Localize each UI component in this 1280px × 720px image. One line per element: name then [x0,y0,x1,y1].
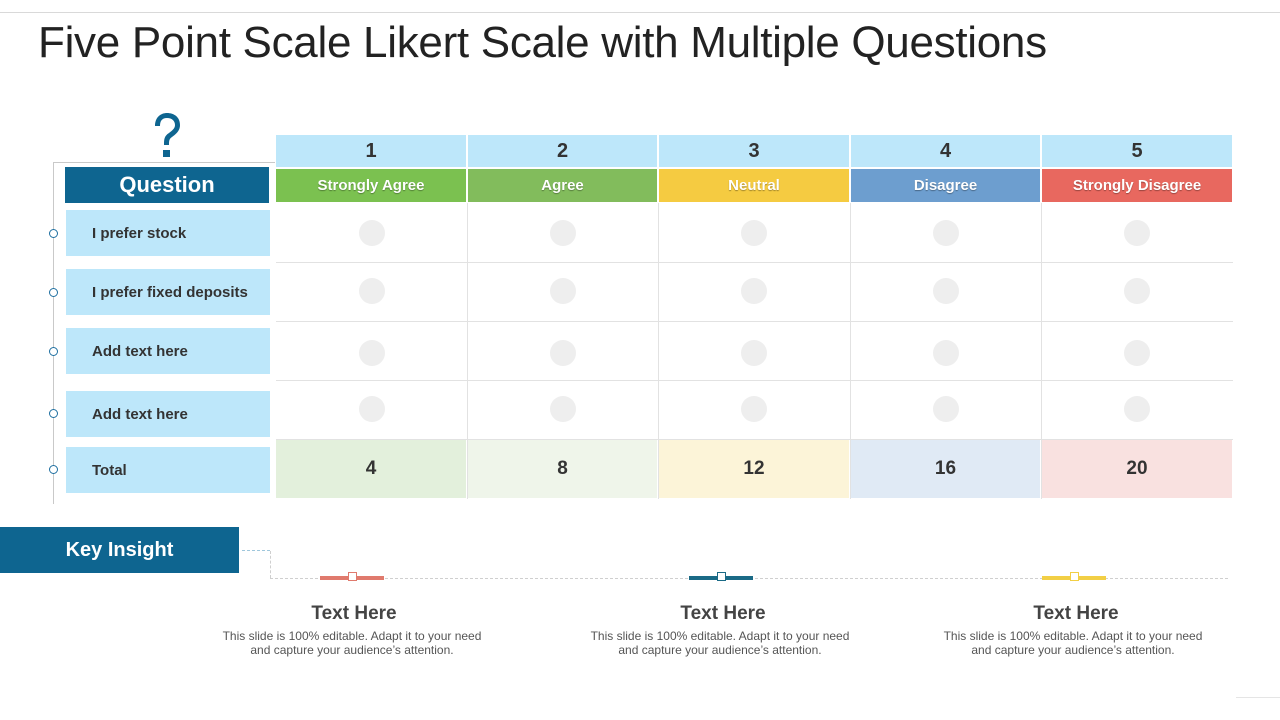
total-label: Total [66,447,270,493]
rating-radio[interactable] [741,278,767,304]
scale-number: 5 [1042,135,1232,167]
insight-marker-square [717,572,726,581]
scale-number: 3 [659,135,849,167]
scale-label-disagree: Disagree [851,169,1040,202]
rating-radio[interactable] [1124,396,1150,422]
grid-line [850,203,851,499]
question-label: Add text here [66,391,270,437]
rating-radio[interactable] [359,340,385,366]
rating-radio[interactable] [1124,340,1150,366]
total-value: 20 [1042,440,1232,498]
key-insight-label: Key Insight [0,527,239,573]
grid-line [467,203,468,499]
insight-marker-square [1070,572,1079,581]
rating-radio[interactable] [359,220,385,246]
insight-marker-square [348,572,357,581]
scale-label-strongly-disagree: Strongly Disagree [1042,169,1232,202]
rating-radio[interactable] [1124,278,1150,304]
total-value: 4 [276,440,466,498]
grid-line [1041,203,1042,499]
rating-radio[interactable] [550,340,576,366]
insight-description: This slide is 100% editable. Adapt it to… [590,629,850,657]
insight-description: This slide is 100% editable. Adapt it to… [222,629,482,657]
rating-radio[interactable] [933,396,959,422]
insight-title: Text Here [311,603,397,624]
scale-number: 2 [468,135,657,167]
grid-line [658,203,659,499]
grid-line [276,380,1233,381]
grid-line [276,321,1233,322]
grid-line [276,439,1233,440]
rating-radio[interactable] [550,220,576,246]
question-mark-icon [155,113,180,157]
footer-line [1236,697,1280,698]
rating-radio[interactable] [359,278,385,304]
scale-label-agree: Agree [468,169,657,202]
rating-radio[interactable] [933,278,959,304]
rating-radio[interactable] [741,340,767,366]
rating-radio[interactable] [741,220,767,246]
top-divider [0,12,1280,13]
total-value: 8 [468,440,657,498]
rating-radio[interactable] [359,396,385,422]
question-header: Question [65,167,269,203]
rating-radio[interactable] [933,340,959,366]
question-label: I prefer stock [66,210,270,256]
connector-line [53,162,275,163]
rating-radio[interactable] [550,396,576,422]
row-dot [49,347,58,356]
scale-number: 4 [851,135,1040,167]
grid-line [276,262,1233,263]
row-dot [49,229,58,238]
row-dot [49,288,58,297]
scale-label-strongly-agree: Strongly Agree [276,169,466,202]
insight-title: Text Here [680,603,766,624]
rating-radio[interactable] [1124,220,1150,246]
insight-description: This slide is 100% editable. Adapt it to… [943,629,1203,657]
row-dot [49,409,58,418]
row-dot [49,465,58,474]
total-value: 12 [659,440,849,498]
total-value: 16 [851,440,1040,498]
rating-radio[interactable] [933,220,959,246]
connector-line [53,162,54,504]
insight-title: Text Here [1033,603,1119,624]
page-title: Five Point Scale Likert Scale with Multi… [38,18,1047,67]
connector-line [242,550,270,551]
connector-line [270,551,271,578]
scale-label-neutral: Neutral [659,169,849,202]
rating-radio[interactable] [741,396,767,422]
rating-radio[interactable] [550,278,576,304]
question-label: Add text here [66,328,270,374]
scale-number: 1 [276,135,466,167]
question-label: I prefer fixed deposits [66,269,270,315]
